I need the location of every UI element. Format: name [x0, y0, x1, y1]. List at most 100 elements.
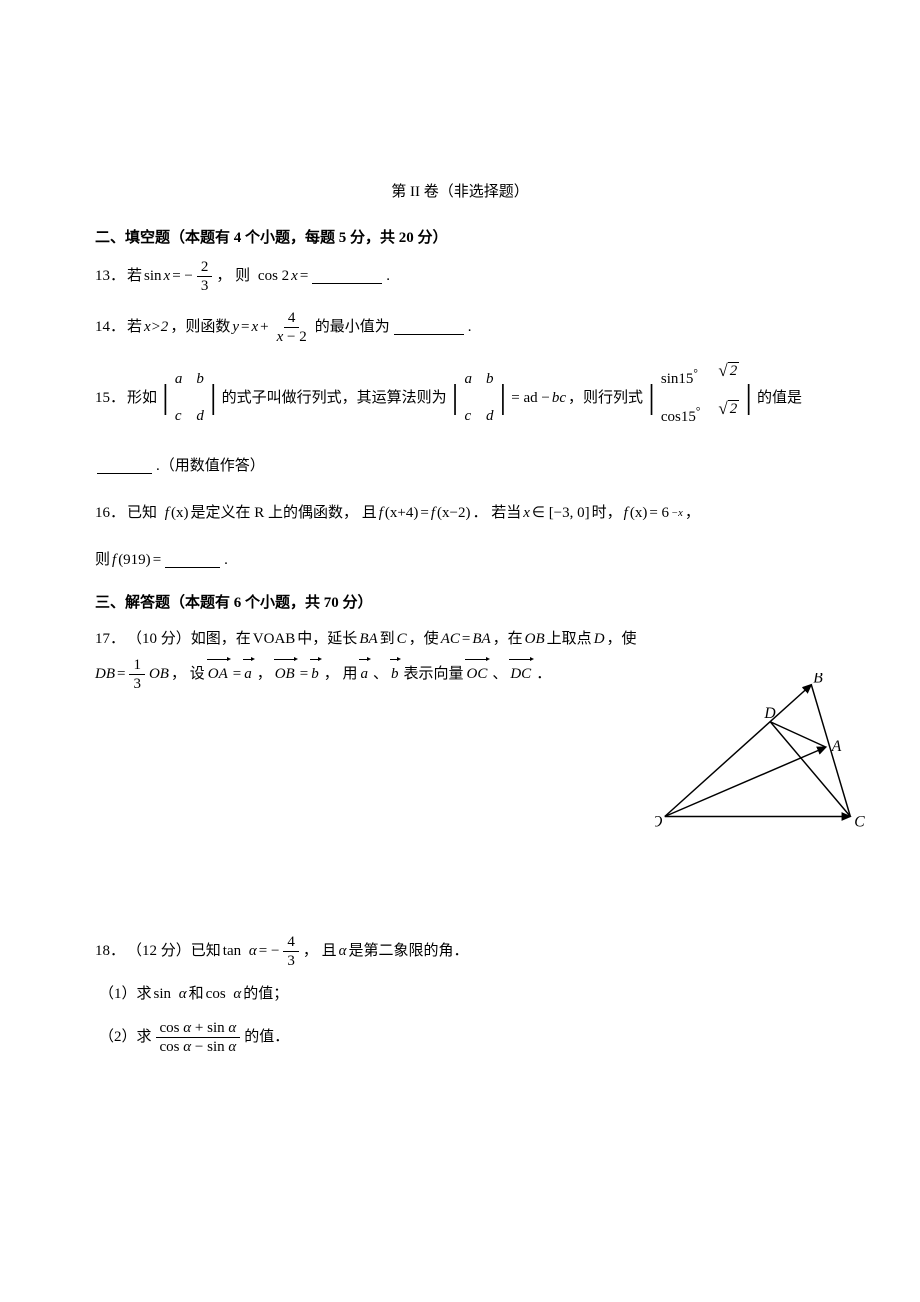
q14-plus: +	[260, 311, 268, 344]
q18-p2: 是第二象限的角．	[349, 935, 469, 968]
q18-cos: cos	[206, 978, 226, 1011]
q13-frac-den: 3	[197, 277, 213, 295]
q17-tri: VOAB	[253, 623, 296, 656]
q17-db: DB	[95, 658, 115, 691]
s2-plus: + sin	[191, 1020, 224, 1036]
q15-p1: 形如	[127, 382, 157, 415]
det-bar-l: |	[162, 383, 169, 414]
det2-d: d	[486, 400, 494, 433]
q15-det3: | sin15° √2 cos15° √2 |	[648, 360, 752, 436]
q17-eqb: =	[300, 658, 308, 691]
q14-frac: 4 x − 2	[273, 309, 311, 346]
q13-blank	[312, 269, 382, 284]
det1-a: a	[175, 363, 183, 396]
q18-s2-frac: cos α + sin α cos α − sin α	[156, 1019, 241, 1056]
det3-r2a: √2	[718, 362, 739, 396]
q16-range: ∈ [−3, 0]	[532, 497, 590, 530]
det3-r2b: √2	[718, 400, 739, 434]
det3-bar-l: |	[648, 383, 655, 414]
q17-eq2: =	[117, 658, 125, 691]
bv: b	[310, 666, 322, 682]
q13-then: ， 则	[216, 260, 250, 293]
det2-c: c	[464, 400, 472, 433]
q14-period: .	[468, 311, 472, 344]
q13-x: x	[164, 260, 171, 293]
q17-ac: AC	[441, 623, 460, 656]
q16-fx2a: (x)	[630, 497, 648, 530]
q18-sin: sin	[154, 978, 172, 1011]
r2a: 2	[728, 362, 740, 380]
q17-ob: OB	[525, 623, 545, 656]
q16-fx: (x)	[171, 497, 189, 530]
s2-cos1: cos	[160, 1020, 180, 1036]
q17-vec-a2: a	[359, 658, 371, 691]
q15-p2b: ，则行列式	[568, 382, 643, 415]
question-15: 15． 形如 | a b c d | 的式子叫做行列式，其运算法则为 | a b…	[95, 360, 825, 483]
cos15: cos15	[661, 409, 696, 425]
s2-minus: − sin	[191, 1039, 224, 1055]
q17-p8: ，	[257, 658, 272, 691]
q16-f: f	[165, 497, 169, 530]
svg-text:C: C	[854, 813, 865, 830]
q18-s1-num: （1）求	[99, 978, 152, 1011]
q17-p1: 中，延长	[297, 623, 357, 656]
sin15: sin15	[661, 371, 694, 387]
q18-s1-a2: α	[233, 978, 241, 1011]
q18-sub2: （2）求 cos α + sin α cos α − sin α 的值．	[99, 1019, 825, 1056]
q17-pts: （10 分）如图，在	[127, 623, 251, 656]
q14-blank	[394, 320, 464, 335]
r2b: 2	[728, 400, 740, 418]
question-14: 14． 若 x>2 ，则函数 y = x + 4 x − 2 的最小值为 .	[95, 309, 825, 346]
q14-frac-den-r: − 2	[283, 329, 306, 345]
q17-p3: ，使	[409, 623, 439, 656]
q16-p5: ，	[685, 497, 700, 530]
q17-eq1: =	[462, 623, 470, 656]
question-17: 17． （10 分）如图，在 VOAB 中，延长 BA 到 C ，使 AC = …	[95, 623, 825, 873]
q18-s2-num: （2）求	[99, 1021, 152, 1054]
question-13: 13． 若 sin x = − 2 3 ， 则 cos 2 x = .	[95, 258, 825, 295]
q18-pts: （12 分）已知	[127, 935, 221, 968]
q16-p3: ． 若当	[472, 497, 521, 530]
q15-p2: 的式子叫做行列式，其运算法则为	[222, 382, 447, 415]
q13-num: 13．	[95, 260, 125, 293]
q17-p9: ， 用	[324, 658, 358, 691]
q14-frac-den: x − 2	[273, 328, 311, 346]
q17-p12: 、	[492, 658, 507, 691]
q18-tan: tan	[223, 935, 241, 968]
det1-c: c	[175, 400, 183, 433]
q18-frac: 4 3	[283, 933, 299, 970]
q18-a: α	[249, 935, 257, 968]
q16-fra: (x−2)	[437, 497, 470, 530]
q17-vec-oa: OA	[207, 658, 231, 691]
q16-xin: x	[523, 497, 530, 530]
q17-diagram: OBCAD	[655, 673, 865, 833]
q17-eqa: =	[233, 658, 241, 691]
q13-sin: sin	[144, 260, 162, 293]
q13-frac-num: 2	[197, 258, 213, 277]
q17-c: C	[397, 623, 407, 656]
q14-cond: x>2	[144, 311, 168, 344]
q17-ba: BA	[359, 623, 377, 656]
s2-a3: α	[183, 1039, 191, 1055]
q17-p2: 到	[380, 623, 395, 656]
q17-ba2: BA	[472, 623, 490, 656]
det2-bar-l: |	[452, 383, 459, 414]
det1-d: d	[196, 400, 204, 433]
q17-vec-oc: OC	[465, 658, 490, 691]
det3-s15: sin15°	[661, 362, 701, 396]
det-bar-r: |	[210, 383, 217, 414]
q13-text: 若	[127, 260, 142, 293]
q18-eq: = −	[259, 935, 280, 968]
q15-num: 15．	[95, 382, 125, 415]
q18-and: 和	[189, 978, 204, 1011]
q14-p1: 若	[127, 311, 142, 344]
q16-l2a: 则	[95, 544, 110, 577]
q17-p11: 表示向量	[403, 658, 463, 691]
q14-num: 14．	[95, 311, 125, 344]
q16-fl: f	[379, 497, 383, 530]
q14-p2: ，则函数	[170, 311, 230, 344]
q15-p3: 的值是	[757, 382, 802, 415]
s2-a4: α	[228, 1039, 236, 1055]
q17-frac: 1 3	[129, 656, 145, 693]
q13-eq2: =	[300, 260, 308, 293]
